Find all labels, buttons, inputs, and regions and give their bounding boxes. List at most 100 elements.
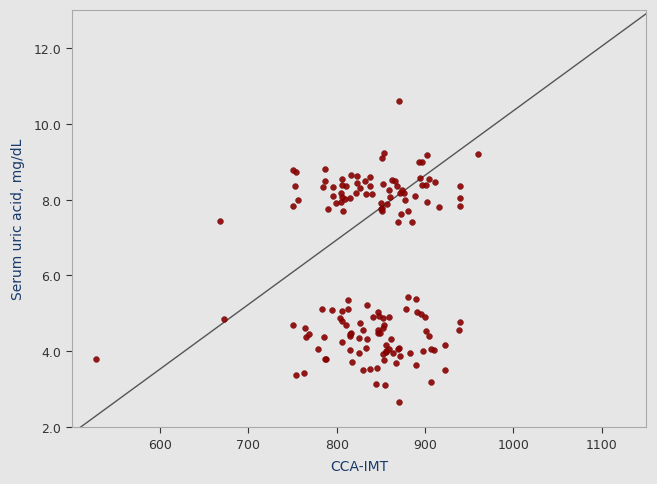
Point xyxy=(327,307,337,315)
Point xyxy=(454,326,464,334)
Point xyxy=(407,219,417,227)
Point xyxy=(318,184,328,192)
Point xyxy=(402,208,413,215)
Point xyxy=(321,355,331,363)
Point xyxy=(373,329,383,337)
Y-axis label: Serum uric acid, mg/dL: Serum uric acid, mg/dL xyxy=(11,138,25,300)
Point xyxy=(394,98,404,106)
Point xyxy=(319,333,330,341)
Point xyxy=(215,217,225,225)
Point xyxy=(391,360,401,367)
Point xyxy=(392,182,402,190)
Point xyxy=(416,311,426,318)
Point xyxy=(418,347,428,355)
Point xyxy=(387,176,397,184)
Point xyxy=(351,173,362,181)
Point xyxy=(382,200,392,208)
Point xyxy=(336,190,347,197)
Point xyxy=(422,198,432,206)
Point xyxy=(355,185,366,193)
Point xyxy=(291,169,302,177)
Point xyxy=(415,174,425,182)
Point xyxy=(347,358,357,366)
Point xyxy=(380,382,390,390)
Point xyxy=(403,294,413,302)
Point xyxy=(358,366,369,374)
Point xyxy=(434,204,444,212)
Point xyxy=(336,182,347,190)
Point xyxy=(384,187,394,195)
Point xyxy=(330,200,341,208)
Point xyxy=(390,178,401,185)
Point xyxy=(440,366,450,374)
Point xyxy=(361,335,372,343)
Point xyxy=(409,193,420,201)
Point xyxy=(336,193,347,201)
Point xyxy=(287,166,298,174)
Point xyxy=(365,173,376,181)
Point xyxy=(345,333,355,340)
Point xyxy=(393,219,403,227)
Point xyxy=(218,316,229,323)
Point xyxy=(384,194,395,202)
Point xyxy=(300,325,310,333)
Point xyxy=(373,309,384,317)
Point xyxy=(455,195,466,202)
X-axis label: CCA-IMT: CCA-IMT xyxy=(330,459,388,473)
Point xyxy=(396,186,407,194)
Point xyxy=(379,357,390,364)
Point xyxy=(378,181,388,189)
Point xyxy=(376,199,386,207)
Point xyxy=(399,197,410,205)
Point xyxy=(320,166,330,174)
Point xyxy=(377,205,388,212)
Point xyxy=(337,175,348,183)
Point xyxy=(344,195,355,202)
Point xyxy=(367,191,377,198)
Point xyxy=(384,346,394,353)
Point xyxy=(376,154,387,162)
Point xyxy=(424,332,434,340)
Point xyxy=(426,345,437,353)
Point xyxy=(350,190,361,197)
Point xyxy=(365,365,376,373)
Point xyxy=(378,150,389,157)
Point xyxy=(455,203,465,211)
Point xyxy=(354,334,365,342)
Point xyxy=(365,182,376,190)
Point xyxy=(320,355,330,363)
Point xyxy=(394,399,404,407)
Point xyxy=(293,197,304,205)
Point xyxy=(374,330,385,337)
Point xyxy=(371,380,382,388)
Point xyxy=(346,330,356,337)
Point xyxy=(340,195,350,203)
Point xyxy=(384,314,395,321)
Point xyxy=(357,327,368,334)
Point xyxy=(354,349,365,357)
Point xyxy=(405,349,416,357)
Point xyxy=(428,346,439,354)
Point xyxy=(91,355,102,363)
Point xyxy=(317,305,328,313)
Point xyxy=(367,313,378,321)
Point xyxy=(399,190,409,197)
Point xyxy=(378,350,388,358)
Point xyxy=(422,151,432,159)
Point xyxy=(299,369,309,377)
Point xyxy=(287,203,298,211)
Point xyxy=(289,183,300,191)
Point xyxy=(380,348,391,356)
Point xyxy=(380,341,391,349)
Point xyxy=(336,307,347,315)
Point xyxy=(336,338,347,346)
Point xyxy=(291,371,302,379)
Point xyxy=(345,330,355,338)
Point xyxy=(386,335,396,343)
Point xyxy=(320,177,330,185)
Point xyxy=(328,183,338,191)
Point xyxy=(337,317,348,325)
Point xyxy=(346,172,356,180)
Point xyxy=(344,347,355,355)
Point xyxy=(388,349,398,357)
